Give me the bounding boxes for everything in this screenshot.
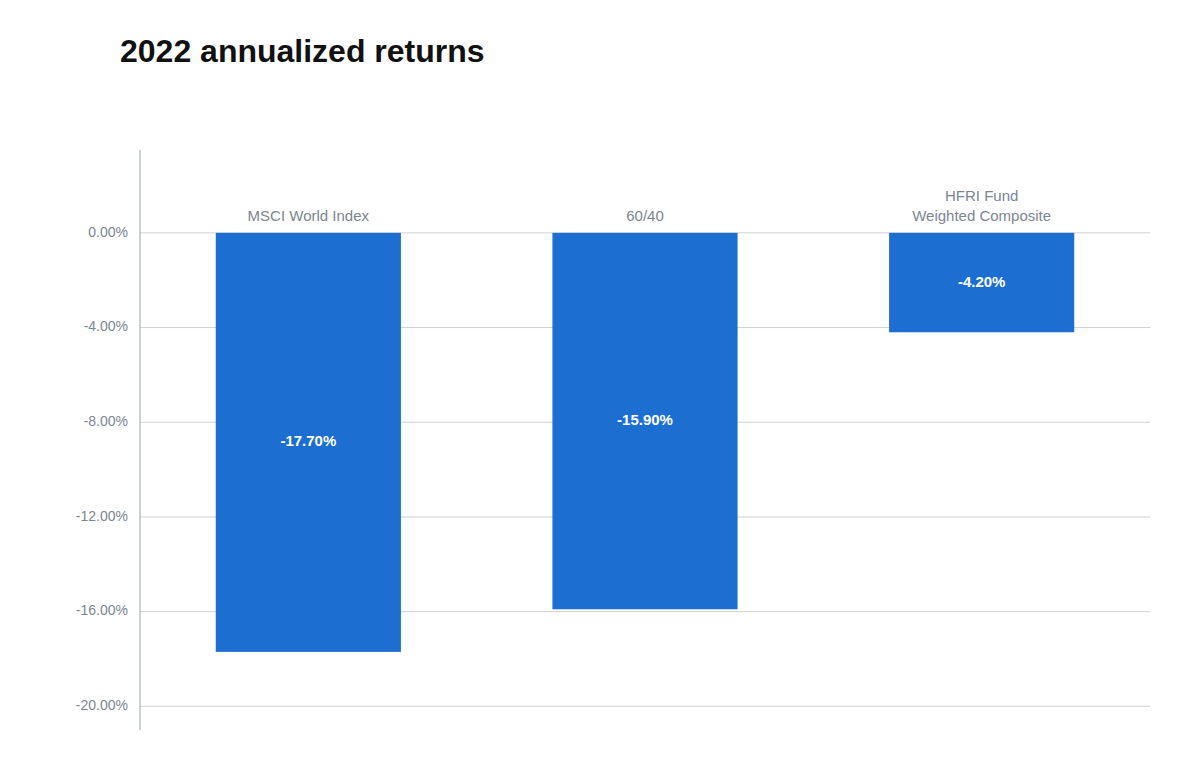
category-label-line: 60/40	[626, 207, 664, 224]
y-tick-label: -16.00%	[76, 602, 128, 618]
chart-container: 2022 annualized returns 0.00% -4.00% -8.00%…	[0, 0, 1200, 772]
title: 2022 annualized returns	[120, 33, 485, 69]
y-tick-label: -8.00%	[84, 413, 128, 429]
y-axis-line	[140, 150, 141, 730]
category-label: HFRI Fund Weighted Composite	[912, 187, 1051, 224]
y-tick-label: -12.00%	[76, 508, 128, 524]
category-label-line: HFRI Fund	[945, 187, 1018, 204]
chart-svg: 2022 annualized returns 0.00% -4.00% -8.00%…	[0, 0, 1200, 772]
bar	[552, 233, 737, 609]
category-label: 60/40	[626, 207, 664, 224]
category-label: MSCI World Index	[248, 207, 370, 224]
y-tick-label: 0.00%	[88, 224, 128, 240]
background	[0, 0, 1200, 772]
data-label: -17.70%	[280, 432, 336, 449]
y-tick-label: -4.00%	[84, 318, 128, 334]
grid-line	[140, 706, 1150, 707]
bar	[889, 233, 1074, 332]
grid	[140, 233, 1150, 706]
bars	[216, 233, 1075, 652]
category-label-line: MSCI World Index	[248, 207, 370, 224]
bar	[216, 233, 401, 652]
y-tick-label: -20.00%	[76, 697, 128, 713]
data-label: -4.20%	[958, 273, 1006, 290]
data-label: -15.90%	[617, 411, 673, 428]
category-label-line: Weighted Composite	[912, 207, 1051, 224]
